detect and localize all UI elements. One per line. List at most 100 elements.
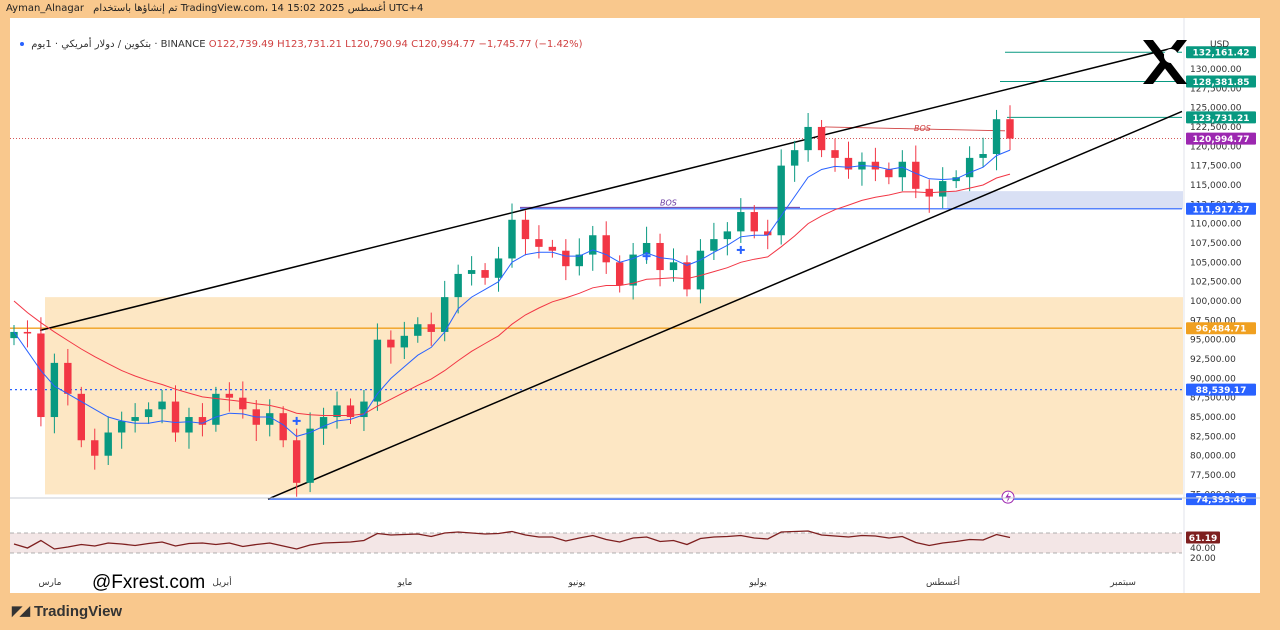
- lower-trendline: [267, 110, 1183, 500]
- candle-body: [777, 165, 785, 236]
- rsi-tick-label: 20.00: [1190, 554, 1216, 564]
- candle-body: [225, 393, 234, 398]
- candle-body: [871, 161, 880, 170]
- candle-body: [333, 405, 341, 418]
- price-tick-label: 90,000.00: [1190, 374, 1236, 384]
- candle-body: [104, 432, 112, 456]
- candle-body: [629, 254, 637, 286]
- candle-body: [912, 161, 920, 189]
- candle-body: [414, 324, 422, 336]
- x-axis-label: يوليو: [748, 578, 767, 588]
- candle-body: [427, 324, 435, 332]
- tradingview-logo[interactable]: ◤◢ TradingView: [12, 600, 122, 622]
- status-dot: [20, 42, 24, 46]
- x-axis-label: أبريل: [212, 576, 231, 588]
- price-chart[interactable]: BOSBOS75,000.0077,500.0080,000.0082,500.…: [10, 18, 1260, 593]
- price-tag-label: 132,161.42: [1193, 49, 1250, 59]
- candle-body: [494, 258, 503, 278]
- candle-body: [23, 331, 32, 334]
- candle-body: [562, 250, 570, 267]
- price-tag: [1186, 111, 1256, 124]
- price-tick-label: 77,500.00: [1190, 471, 1236, 481]
- price-tick-label: 107,500.00: [1190, 239, 1242, 249]
- candle-body: [723, 231, 732, 240]
- price-tag: [1186, 493, 1256, 506]
- candle-body: [239, 397, 247, 410]
- candle-body: [77, 393, 85, 441]
- price-tick-label: 117,500.00: [1190, 162, 1242, 172]
- candle-body: [306, 428, 314, 483]
- candle-body: [696, 250, 705, 290]
- close-value: C120,994.77: [411, 39, 476, 50]
- candle-body: [91, 440, 99, 456]
- demand-zone: [45, 297, 1183, 495]
- candle-body: [266, 413, 274, 425]
- tradingview-logo-text: TradingView: [34, 602, 123, 620]
- rsi-tag: [1186, 531, 1220, 544]
- price-tick-label: 105,000.00: [1190, 258, 1242, 268]
- caption: تم إنشاؤها باستخدام TradingView.com، 14 …: [93, 3, 424, 14]
- price-tag: [1186, 46, 1256, 59]
- chart-panel[interactable]: BOSBOS75,000.0077,500.0080,000.0082,500.…: [10, 18, 1260, 593]
- symbol-label: بتكوين / دولار أمريكي · 1يوم · BINANCE: [31, 39, 206, 50]
- candle-body: [346, 405, 355, 418]
- upper-trendline: [39, 44, 1183, 332]
- price-tick-label: 85,000.00: [1190, 413, 1236, 423]
- candle-body: [844, 157, 853, 170]
- price-tick-label: 97,500.00: [1190, 316, 1236, 326]
- candle-body: [965, 157, 974, 178]
- candle-body: [158, 401, 166, 410]
- candle-body: [360, 401, 368, 418]
- brand-x-logo: [1143, 40, 1187, 84]
- candle-body: [992, 119, 1001, 155]
- candle-body: [50, 362, 59, 418]
- price-tag: [1186, 383, 1256, 396]
- candle-body: [575, 254, 583, 267]
- price-tag: [1186, 132, 1256, 145]
- ema-fast-line: [13, 149, 1011, 437]
- candle-body: [764, 231, 772, 236]
- candle-body: [589, 235, 597, 255]
- username: Ayman_Alnagar: [6, 3, 84, 14]
- candle-body: [441, 297, 449, 332]
- candle-body: [535, 239, 543, 247]
- candle-body: [710, 239, 718, 251]
- price-tick-label: 82,500.00: [1190, 432, 1236, 442]
- retest-zone: [947, 191, 1183, 209]
- x-axis-label: مارس: [39, 578, 62, 588]
- candle-body: [198, 417, 207, 425]
- price-tag: [1186, 202, 1256, 215]
- watermark-handle: @Fxrest.com: [92, 572, 206, 593]
- candle-body: [37, 333, 45, 418]
- price-tick-label: 102,500.00: [1190, 278, 1242, 288]
- price-tick-label: 127,500.00: [1190, 84, 1242, 94]
- price-tag-label: 128,381.85: [1193, 78, 1250, 88]
- currency-label[interactable]: USD: [1210, 40, 1230, 50]
- candle-body: [737, 212, 745, 232]
- x-axis-label: يونيو: [567, 578, 586, 588]
- x-axis-label: سبتمبر: [1109, 578, 1136, 588]
- price-tick-label: 122,500.00: [1190, 123, 1242, 133]
- lightning-icon: [1005, 492, 1011, 503]
- price-tag-label: 96,484.71: [1196, 325, 1247, 335]
- candle-body: [656, 242, 664, 271]
- candle-body: [319, 417, 328, 429]
- change-value: −1,745.77 (−1.42%): [478, 39, 583, 50]
- rsi-line: [13, 530, 1011, 550]
- candle-body: [144, 409, 153, 418]
- candle-body: [831, 150, 839, 158]
- high-value: H123,731.21: [277, 39, 342, 50]
- rsi-tag-label: 61.19: [1189, 534, 1217, 544]
- candle-body: [212, 393, 220, 425]
- price-tick-label: 87,500.00: [1190, 394, 1236, 404]
- price-tag-label: 120,994.77: [1193, 135, 1250, 145]
- tradingview-mark-icon: ◤◢: [12, 603, 30, 618]
- candle-body: [683, 262, 691, 290]
- candle-body: [602, 235, 610, 263]
- candle-body: [185, 417, 193, 433]
- price-tick-label: 120,000.00: [1190, 142, 1242, 152]
- candle-body: [521, 219, 530, 240]
- bos-label: BOS: [660, 198, 677, 207]
- x-axis-label: مايو: [397, 578, 413, 588]
- price-tick-label: 130,000.00: [1190, 65, 1242, 75]
